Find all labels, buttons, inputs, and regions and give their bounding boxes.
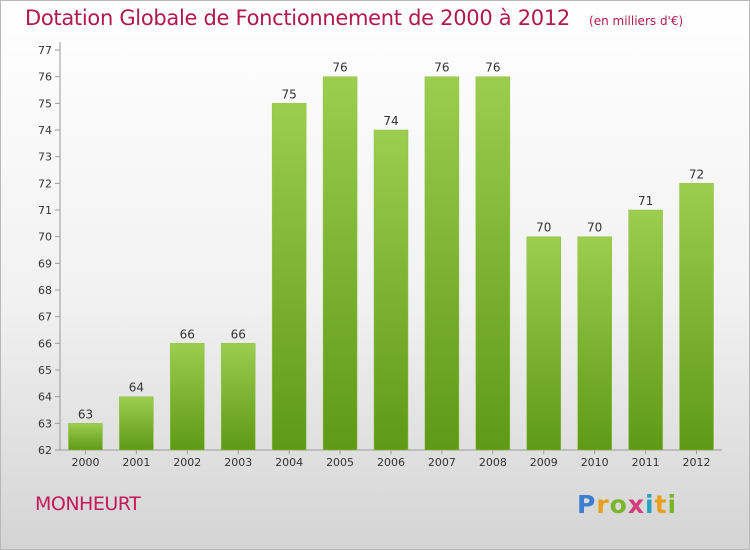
y-tick-label: 62 (38, 444, 52, 457)
y-tick-label: 69 (38, 257, 52, 270)
bar-value-label: 71 (638, 194, 653, 208)
bar (373, 129, 409, 451)
bar-value-label: 72 (689, 167, 704, 181)
y-tick-label: 68 (38, 284, 52, 297)
x-tick-label: 2007 (428, 456, 456, 469)
x-tick-label: 2001 (122, 456, 150, 469)
y-tick-label: 71 (38, 204, 52, 217)
bar (475, 76, 511, 451)
y-tick-label: 76 (38, 71, 52, 84)
y-tick-label: 75 (38, 97, 52, 110)
bar (577, 236, 612, 451)
x-tick-label: 2005 (326, 456, 354, 469)
logo-letter: o (609, 490, 628, 519)
y-tick-label: 65 (38, 364, 52, 377)
y-tick-label: 63 (38, 417, 52, 430)
logo-letter: x (627, 490, 645, 519)
bar (220, 343, 256, 451)
y-tick-label: 66 (38, 337, 52, 350)
bar (526, 236, 562, 451)
chart-subtitle: (en milliers d'€) (589, 14, 684, 28)
bar-value-label: 75 (282, 87, 297, 101)
y-tick-label: 70 (38, 231, 52, 244)
y-tick-label: 74 (38, 124, 52, 137)
bar-value-label: 76 (332, 61, 347, 75)
title-row: Dotation Globale de Fonctionnement de 20… (25, 6, 683, 30)
bar-value-label: 64 (129, 381, 144, 395)
bar (119, 396, 154, 451)
x-tick-label: 2004 (275, 456, 303, 469)
logo-letter: t (654, 490, 668, 519)
x-tick-label: 2003 (224, 456, 252, 469)
x-tick-label: 2008 (479, 456, 507, 469)
bar (170, 343, 205, 451)
bar-value-label: 70 (536, 221, 551, 235)
chart-title: Dotation Globale de Fonctionnement de 20… (25, 6, 570, 30)
y-tick-label: 73 (38, 151, 52, 164)
x-tick-label: 2000 (71, 456, 99, 469)
logo-letter: i (645, 490, 655, 519)
x-tick-label: 2009 (530, 456, 558, 469)
x-tick-label: 2002 (173, 456, 201, 469)
x-tick-label: 2011 (632, 456, 660, 469)
y-tick-label: 72 (38, 177, 52, 190)
logo-letter: r (596, 490, 610, 519)
bar (628, 209, 663, 451)
bar (271, 103, 307, 451)
bar (322, 76, 358, 451)
bar-value-label: 66 (231, 327, 246, 341)
logo-letter: P (577, 490, 597, 519)
y-tick-label: 64 (38, 391, 52, 404)
x-tick-label: 2012 (683, 456, 711, 469)
bar-value-label: 76 (434, 61, 449, 75)
bar-value-label: 70 (587, 221, 602, 235)
x-tick-label: 2010 (581, 456, 609, 469)
bar-value-label: 76 (485, 61, 500, 75)
logo-letter: i (667, 490, 678, 519)
proxiti-logo[interactable]: Proxiti (577, 490, 677, 519)
bar (424, 76, 460, 451)
commune-name: MONHEURT (35, 493, 141, 515)
y-tick-label: 77 (38, 44, 52, 57)
bar (679, 183, 714, 451)
y-tick-label: 67 (38, 311, 52, 324)
bar-value-label: 74 (383, 114, 398, 128)
bar (68, 423, 103, 451)
bar-value-label: 66 (180, 327, 195, 341)
x-tick-label: 2006 (377, 456, 405, 469)
bar-value-label: 63 (78, 407, 93, 421)
